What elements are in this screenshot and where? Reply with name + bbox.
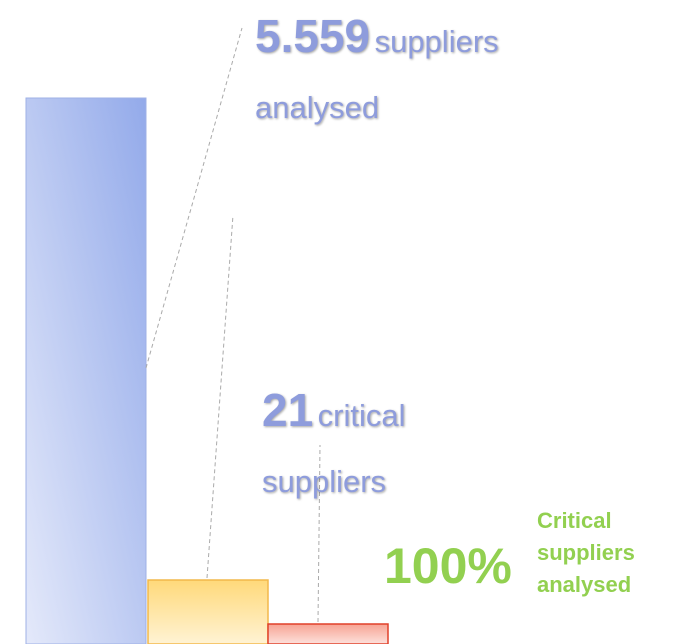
- callout-number: 5.559: [255, 10, 371, 62]
- leader-line: [206, 214, 234, 579]
- leader-line: [317, 444, 321, 623]
- bar-analysed: [267, 623, 389, 644]
- bar-suppliers: [25, 97, 147, 644]
- callout: 5.559 suppliers analysed: [255, 6, 595, 144]
- callout-text: Critical suppliers analysed: [537, 508, 635, 597]
- bar-critical: [147, 579, 269, 644]
- leader-line: [145, 27, 243, 369]
- callout-text: critical suppliers: [262, 398, 406, 499]
- callout-number: 21: [262, 384, 314, 436]
- callout-text: suppliers analysed: [255, 24, 499, 125]
- callout: 21 critical suppliers: [262, 380, 462, 518]
- callout-number: 100%: [384, 538, 512, 594]
